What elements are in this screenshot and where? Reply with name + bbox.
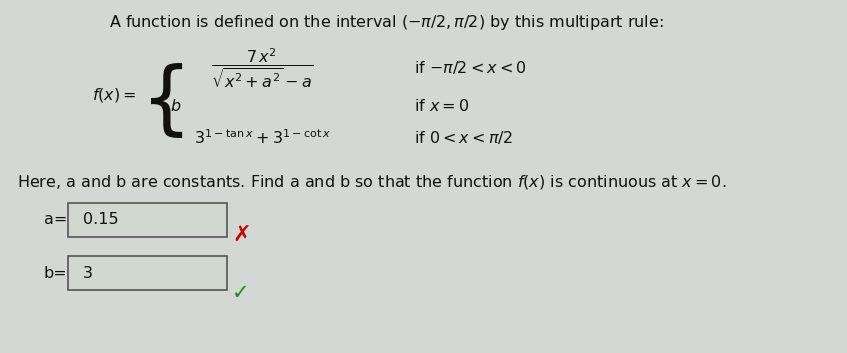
Text: $\dfrac{7\,x^2}{\sqrt{x^2+a^2} - a}$: $\dfrac{7\,x^2}{\sqrt{x^2+a^2} - a}$ (212, 46, 313, 90)
Text: $\left\{\ \right.$: $\left\{\ \right.$ (140, 61, 183, 140)
Text: 3: 3 (83, 265, 93, 281)
Text: ✓: ✓ (232, 283, 250, 303)
Text: a=: a= (44, 213, 67, 227)
Text: Here, a and b are constants. Find a and b so that the function $f(x)$ is continu: Here, a and b are constants. Find a and … (17, 173, 726, 191)
Text: $3^{1-\tan x} + 3^{1-\cot x}$: $3^{1-\tan x} + 3^{1-\cot x}$ (194, 128, 331, 147)
Text: A function is defined on the interval $(-\pi/2,\pi/2)$ by this multipart rule:: A function is defined on the interval $(… (109, 13, 664, 32)
Text: 0.15: 0.15 (83, 213, 119, 227)
Text: if $0< x < \pi/2$: if $0< x < \pi/2$ (414, 130, 513, 146)
Text: $b$: $b$ (170, 98, 182, 114)
Text: if $x=0$: if $x=0$ (414, 98, 469, 114)
Text: b=: b= (43, 265, 67, 281)
FancyBboxPatch shape (68, 256, 226, 290)
Text: if $-\pi/2 < x < 0$: if $-\pi/2 < x < 0$ (414, 60, 528, 77)
Text: $f(x) =$: $f(x) =$ (91, 86, 136, 104)
FancyBboxPatch shape (68, 203, 226, 237)
Text: ✗: ✗ (232, 225, 251, 245)
